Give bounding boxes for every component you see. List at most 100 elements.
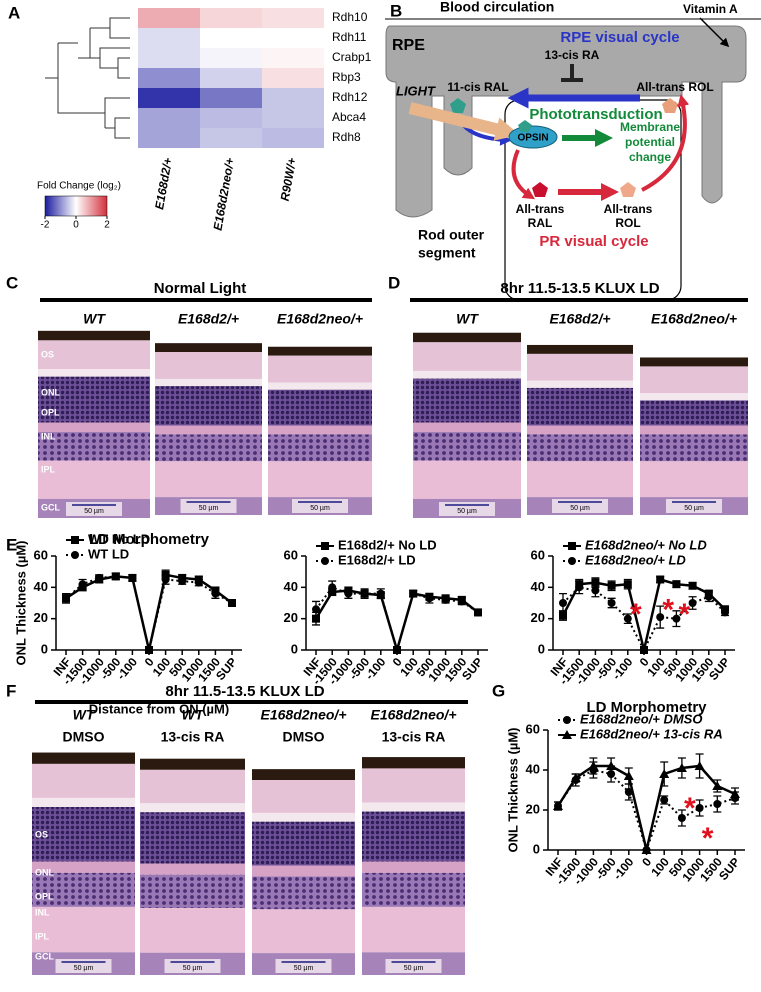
- series-line: [65, 575, 233, 651]
- column-label: WT: [83, 311, 106, 327]
- series-line: [561, 577, 726, 651]
- tissue-layer: [252, 909, 355, 954]
- data-point: [62, 594, 70, 603]
- layer-label: OPL: [41, 407, 60, 417]
- row-label: Abca4: [332, 110, 366, 124]
- series-line: [315, 586, 479, 654]
- scale-label: 50 µm: [74, 965, 94, 972]
- layer-label: IPL: [41, 464, 56, 474]
- column-label: E168d2neo/+: [277, 311, 363, 327]
- column-label: DMSO: [63, 729, 105, 745]
- annotation: *: [662, 593, 674, 626]
- data-point: [559, 599, 567, 607]
- tissue-layer: [155, 461, 262, 498]
- data-point: [570, 773, 581, 782]
- series-line: [562, 586, 726, 653]
- column-label: E168d2neo/+: [261, 707, 347, 723]
- data-point: [474, 608, 482, 617]
- row-label: Rdh11: [332, 30, 367, 44]
- tissue-layer: [362, 748, 465, 758]
- row-label: Rbp3: [332, 70, 361, 84]
- data-point: [672, 614, 681, 623]
- data-point: [607, 581, 616, 590]
- column-label: E168d2neo/+: [210, 157, 237, 232]
- tissue-layer: [140, 803, 245, 813]
- scale-label: 50 µm: [684, 505, 704, 512]
- data-point: [321, 542, 329, 550]
- panel-label: E: [6, 535, 17, 554]
- data-point: [425, 594, 434, 603]
- tissue-layer: [32, 748, 135, 753]
- data-point: [591, 578, 600, 587]
- tissue-layer: [38, 327, 150, 331]
- tissue-layer: [268, 355, 372, 383]
- heatmap-cell: [138, 128, 200, 148]
- y-axis-label: ONL Thickness (µM): [13, 541, 28, 666]
- trans-rol-label: ROL: [615, 216, 640, 230]
- data-point: [95, 573, 104, 582]
- data-point: [659, 769, 670, 778]
- membrane-label: potential: [625, 135, 675, 149]
- tissue-layer: [32, 752, 135, 764]
- data-point: [721, 608, 729, 617]
- data-point: [393, 646, 401, 654]
- tissue-layer: [362, 802, 465, 812]
- membrane-label: change: [629, 150, 671, 164]
- data-point: [624, 788, 633, 796]
- opsin-label: OPSIN: [517, 133, 548, 144]
- blood-label: Blood circulation: [440, 0, 554, 15]
- column-label: WT: [182, 707, 205, 723]
- data-point: [704, 592, 713, 601]
- colorbar-tick-label: 2: [104, 220, 110, 231]
- layer-label: OPL: [35, 891, 54, 901]
- column-label: 13-cis RA: [382, 729, 446, 745]
- panel-label: G: [492, 681, 505, 700]
- tissue-layer: [362, 861, 465, 873]
- tissue-layer: [155, 378, 262, 387]
- data-point: [575, 583, 584, 592]
- tissue-layer: [268, 425, 372, 435]
- data-point: [553, 801, 563, 810]
- rod-label: Rod outer: [418, 227, 485, 243]
- tissue-layer: [252, 812, 355, 822]
- data-point: [713, 800, 722, 808]
- diagram: Blood circulation Vitamin A RPE RPE visu…: [385, 0, 761, 301]
- data-point: [145, 646, 153, 654]
- tissue-layer: [32, 872, 135, 907]
- tissue-layer: [155, 425, 262, 435]
- tissue-layer: [32, 797, 135, 808]
- tissue-layer: [413, 342, 521, 371]
- y-tick-label: 40: [284, 579, 298, 594]
- data-point: [194, 578, 203, 587]
- tissue-layer: [32, 906, 135, 953]
- data-point: [672, 580, 681, 589]
- tissue-layer: [268, 389, 372, 426]
- tissue-layer: [527, 461, 633, 498]
- rpe-label: RPE: [392, 37, 425, 54]
- tissue-layer: [155, 434, 262, 462]
- tissue-layer: [527, 380, 633, 388]
- legend-label: E168d2neo/+ 13-cis RA: [580, 726, 723, 741]
- heatmap-cell: [138, 28, 200, 48]
- tissue-layer: [268, 461, 372, 498]
- data-point: [344, 589, 353, 598]
- scale-label: 50 µm: [183, 965, 203, 972]
- data-point: [695, 804, 704, 812]
- tissue-layer: [640, 393, 748, 401]
- tissue-layer: [252, 780, 355, 813]
- layer-label: OS: [35, 829, 48, 839]
- data-point: [660, 796, 669, 804]
- trans-rol-label: All-trans: [604, 202, 653, 216]
- heatmap-cell: [200, 48, 262, 68]
- colorbar-tick-label: -2: [41, 220, 50, 231]
- data-point: [321, 557, 329, 565]
- data-point: [78, 580, 87, 589]
- y-tick-label: 40: [34, 579, 48, 594]
- data-point: [712, 781, 723, 790]
- dendrogram: [45, 17, 130, 139]
- tissue-layer: [155, 386, 262, 426]
- scale-label: 50 µm: [294, 965, 314, 972]
- data-point: [656, 613, 665, 622]
- tissue-layer: [140, 863, 245, 875]
